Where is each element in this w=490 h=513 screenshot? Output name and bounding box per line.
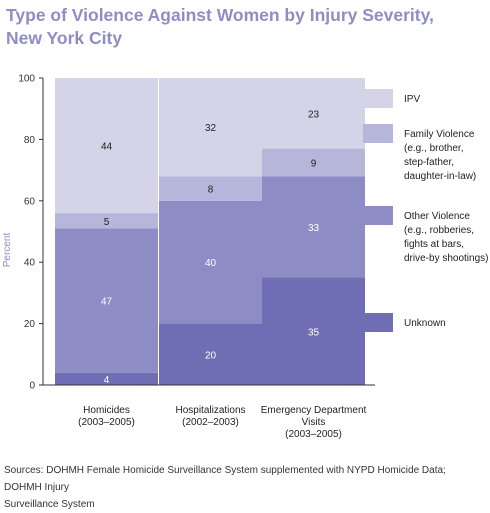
source-line-2: Surveillance System [4,499,95,510]
data-label-ipv: 32 [205,123,217,134]
data-label-family-violence: 9 [311,158,317,169]
bar-segment-ipv [159,78,262,177]
y-tick-label: 60 [24,196,36,207]
bar-segment-unknown [55,372,158,385]
legend-label-line: daughter-in-law) [404,171,476,182]
bar-segment-family-violence [159,176,262,201]
legend-label-line: IPV [404,94,420,105]
y-tick-label: 40 [24,258,36,269]
data-label-ipv: 23 [308,109,320,120]
data-label-other-violence: 33 [308,223,320,234]
data-label-unknown: 4 [104,375,110,386]
bar-segment-other-violence [55,228,158,373]
legend-swatch-other-violence [363,206,393,225]
legend-label-line: drive-by shootings) [404,253,488,264]
x-category-label: Homicides (2003–2005) [78,405,135,428]
x-category-label-line: (2003–2005) [285,429,342,440]
legend-swatch-family-violence [363,124,393,143]
bar-segment-ipv [262,78,365,149]
bar-segment-other-violence [159,200,262,324]
legend-label-line: Other Violence [404,211,470,222]
legend-label-family-violence: Family Violence (e.g., brother, step-fathe… [404,129,476,182]
bar-segment-ipv [55,78,158,214]
source-note: Sources: DOHMH Female Homicide Surveilla… [4,462,486,513]
legend-swatch-ipv [363,89,393,108]
x-category-label: Hospitalizations (2002–2003) [175,405,245,428]
x-category-label-line: (2002–2003) [182,417,239,428]
bar-segment-unknown [159,323,262,385]
bar-segment-family-violence [262,148,365,177]
legend-label-line: Family Violence [404,129,475,140]
legend-label-line: (e.g., brother, [404,143,463,154]
legend-label-line: step-father, [404,157,454,168]
data-label-unknown: 35 [308,327,320,338]
x-category-label-line: Visits [302,417,326,428]
legend-label-unknown: Unknown [404,318,446,329]
legend-label-ipv: IPV [404,94,420,105]
x-category-label: Emergency Department Visits (2003–2005) [261,405,367,440]
data-label-ipv: 44 [101,142,113,153]
chart-title-line-1: Type of Violence Against Women by Injury… [6,5,434,25]
data-label-other-violence: 40 [205,258,217,269]
y-tick-label: 0 [29,381,35,392]
legend-swatch-unknown [363,313,393,332]
x-category-label-line: (2003–2005) [78,417,135,428]
legend-label-line: fights at bars, [404,239,464,250]
x-category-label-line: Hospitalizations [175,405,245,416]
bar-segment-other-violence [262,176,365,278]
bar-segment-family-violence [55,213,158,229]
source-line-1: Sources: DOHMH Female Homicide Surveilla… [4,465,446,493]
legend-label-line: Unknown [404,318,446,329]
data-label-family-violence: 5 [104,217,110,228]
legend-label-other-violence: Other Violence (e.g., robberies, fights at… [404,211,488,264]
x-category-label-line: Homicides [83,405,130,416]
data-label-other-violence: 47 [101,297,113,308]
x-category-label-line: Emergency Department [261,405,367,416]
y-tick-label: 80 [24,135,36,146]
legend-label-line: (e.g., robberies, [404,225,474,236]
y-axis-title: Percent [2,233,13,268]
data-label-unknown: 20 [205,350,217,361]
chart-title: Type of Violence Against Women by Injury… [6,4,486,50]
y-tick-label: 100 [18,74,35,85]
y-tick-label: 20 [24,319,36,330]
data-label-family-violence: 8 [208,185,214,196]
bar-segment-unknown [262,277,365,385]
chart-title-line-2: New York City [6,28,123,48]
